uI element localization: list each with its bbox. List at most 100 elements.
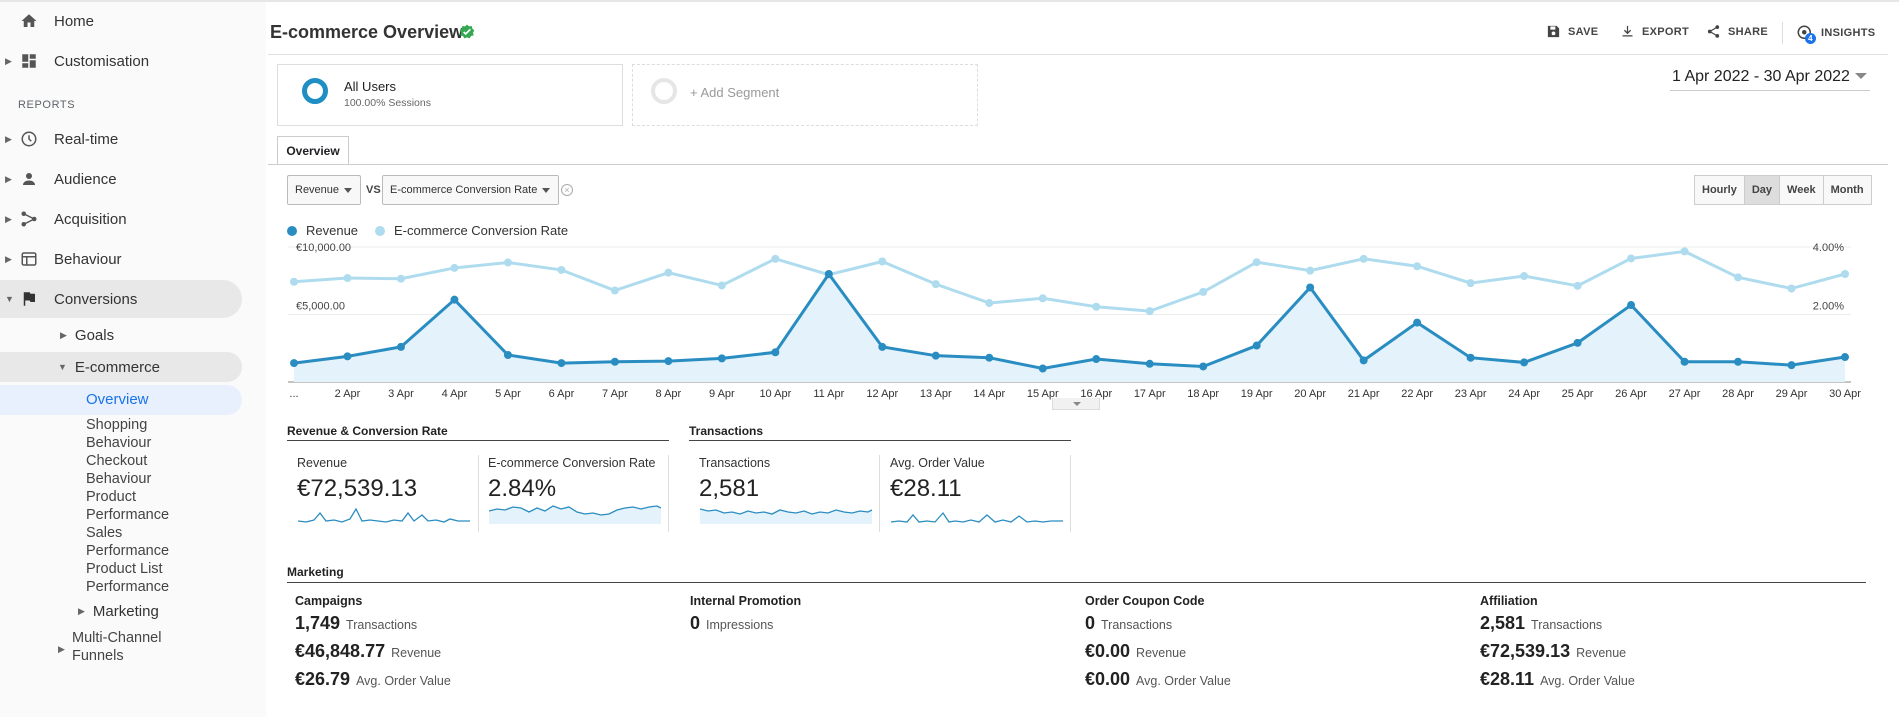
- caret-right-icon: ▶: [5, 173, 12, 184]
- revenue-point: [1734, 357, 1743, 366]
- conversion-point: [1466, 279, 1475, 288]
- metric-divider: [478, 455, 479, 532]
- metric-aov-label: Avg. Order Value: [890, 456, 985, 470]
- section-header-marketing: Marketing: [287, 565, 344, 579]
- metric-transactions-label: Transactions: [699, 456, 771, 470]
- revenue-point: [290, 359, 298, 368]
- section-rule: [287, 440, 669, 441]
- x-tick-label: 25 Apr: [1562, 388, 1594, 400]
- metric-select-secondary[interactable]: E-commerce Conversion Rate: [382, 175, 559, 205]
- x-tick-label: 18 Apr: [1187, 388, 1219, 400]
- caret-down-icon: ▼: [58, 362, 67, 372]
- segment-all-users[interactable]: All Users 100.00% Sessions: [277, 64, 623, 126]
- revenue-point: [931, 351, 940, 360]
- marketing-affiliation-revenue: €72,539.13 Revenue: [1480, 641, 1627, 661]
- sidebar-item-overview[interactable]: Overview: [86, 390, 149, 408]
- dropdown-arrow-icon: [344, 188, 352, 193]
- revenue-point: [1199, 362, 1208, 371]
- x-tick-label: 21 Apr: [1348, 388, 1380, 400]
- marketing-campaigns-title[interactable]: Campaigns: [295, 594, 363, 608]
- revenue-point: [1787, 361, 1796, 370]
- conversion-point: [557, 265, 566, 274]
- sparkline-transactions: [700, 508, 872, 524]
- revenue-point: [985, 353, 994, 362]
- x-tick-label: 22 Apr: [1401, 388, 1433, 400]
- revenue-point: [1145, 359, 1154, 368]
- sidebar-item-sales-performance[interactable]: Sales Performance: [86, 525, 170, 559]
- section-header-transactions: Transactions: [689, 424, 764, 438]
- metric-transactions-value: 2,581: [699, 475, 760, 502]
- x-tick-label: 11 Apr: [813, 388, 844, 400]
- revenue-point: [664, 357, 673, 366]
- sidebar-item-goals[interactable]: ▶ Goals: [60, 326, 115, 344]
- legend-revenue[interactable]: Revenue: [287, 223, 358, 238]
- section-header-revenue-conversion: Revenue & Conversion Rate: [287, 424, 448, 438]
- insights-button[interactable]: 4 INSIGHTS: [1796, 24, 1875, 44]
- sidebar-item-product-performance[interactable]: Product Performance: [86, 489, 170, 523]
- vs-label: VS: [366, 184, 381, 196]
- revenue-point: [1038, 364, 1047, 373]
- conversion-point: [610, 286, 619, 295]
- sidebar-item-behaviour[interactable]: ▶ Behaviour: [5, 249, 122, 269]
- date-range-picker[interactable]: 1 Apr 2022 - 30 Apr 2022: [1672, 68, 1850, 85]
- x-tick-label: 28 Apr: [1722, 388, 1754, 400]
- granularity-week[interactable]: Week: [1779, 175, 1824, 205]
- export-button[interactable]: EXPORT: [1620, 24, 1689, 39]
- add-segment-button[interactable]: + Add Segment: [632, 64, 978, 126]
- conversion-point: [343, 274, 352, 283]
- sidebar-item-acquisition[interactable]: ▶ Acquisition: [5, 210, 127, 228]
- caret-right-icon: ▶: [5, 55, 12, 66]
- conversion-point: [878, 257, 887, 266]
- sidebar-item-audience[interactable]: ▶ Audience: [5, 170, 117, 188]
- segment-empty-circle-icon: [651, 78, 677, 104]
- conversion-point: [1787, 284, 1796, 293]
- chevron-down-icon[interactable]: [1855, 73, 1867, 79]
- sidebar-item-home[interactable]: Home: [0, 2, 242, 40]
- x-tick-label: 4 Apr: [442, 388, 468, 400]
- granularity-hourly[interactable]: Hourly: [1694, 175, 1745, 205]
- sidebar-item-customisation[interactable]: ▶ Customisation: [5, 52, 150, 70]
- revenue-point: [717, 354, 726, 363]
- granularity-month[interactable]: Month: [1822, 175, 1872, 205]
- revenue-point: [1841, 353, 1849, 362]
- sidebar-item-conversions[interactable]: ▼ Conversions: [0, 280, 242, 318]
- revenue-point: [503, 351, 512, 359]
- metric-revenue-label: Revenue: [297, 456, 348, 470]
- clear-comparison-icon[interactable]: ×: [561, 184, 573, 196]
- legend-dot-icon: [287, 225, 297, 236]
- granularity-day[interactable]: Day: [1743, 175, 1781, 205]
- add-segment-label: + Add Segment: [690, 85, 780, 100]
- revenue-point: [878, 342, 887, 351]
- share-button[interactable]: SHARE: [1706, 24, 1768, 39]
- x-tick-label: 7 Apr: [602, 388, 628, 400]
- tab-overview[interactable]: Overview: [277, 136, 349, 164]
- x-tick-label: 20 Apr: [1294, 388, 1326, 400]
- sidebar-item-ecommerce[interactable]: ▼ E-commerce: [58, 358, 160, 376]
- sidebar-item-product-list-performance[interactable]: Product List Performance: [86, 561, 170, 595]
- metric-select-primary[interactable]: Revenue: [287, 175, 361, 205]
- x-tick-label: 12 Apr: [866, 388, 898, 400]
- revenue-point: [1573, 338, 1582, 347]
- save-button[interactable]: SAVE: [1546, 24, 1598, 39]
- conversion-point: [664, 268, 673, 277]
- sidebar-item-shopping-behaviour[interactable]: Shopping Behaviour: [86, 417, 152, 451]
- sidebar-item-marketing[interactable]: ▶ Marketing: [78, 602, 159, 620]
- y-left-tick-label: €10,000.00: [296, 242, 351, 254]
- sidebar-item-realtime[interactable]: ▶ Real-time: [5, 130, 119, 148]
- marketing-affiliation-title[interactable]: Affiliation: [1480, 594, 1538, 608]
- conversion-point: [931, 280, 940, 289]
- sidebar-item-multichannel[interactable]: ▶ Multi-Channel Funnels: [58, 630, 162, 664]
- x-tick-label: ...: [289, 388, 298, 400]
- x-tick-label: 23 Apr: [1455, 388, 1487, 400]
- revenue-point: [450, 295, 459, 304]
- x-tick-label: 30 Apr: [1829, 388, 1861, 400]
- marketing-coupon-title[interactable]: Order Coupon Code: [1085, 594, 1205, 608]
- caret-down-icon: ▼: [5, 294, 14, 304]
- legend-conversion[interactable]: E-commerce Conversion Rate: [375, 223, 568, 238]
- conversion-point: [1680, 247, 1689, 256]
- conversion-point: [985, 299, 994, 308]
- chart-collapse-handle[interactable]: [1052, 398, 1100, 410]
- marketing-internal-title[interactable]: Internal Promotion: [690, 594, 802, 608]
- sidebar-item-checkout-behaviour[interactable]: Checkout Behaviour: [86, 453, 152, 487]
- window-icon: [19, 249, 39, 269]
